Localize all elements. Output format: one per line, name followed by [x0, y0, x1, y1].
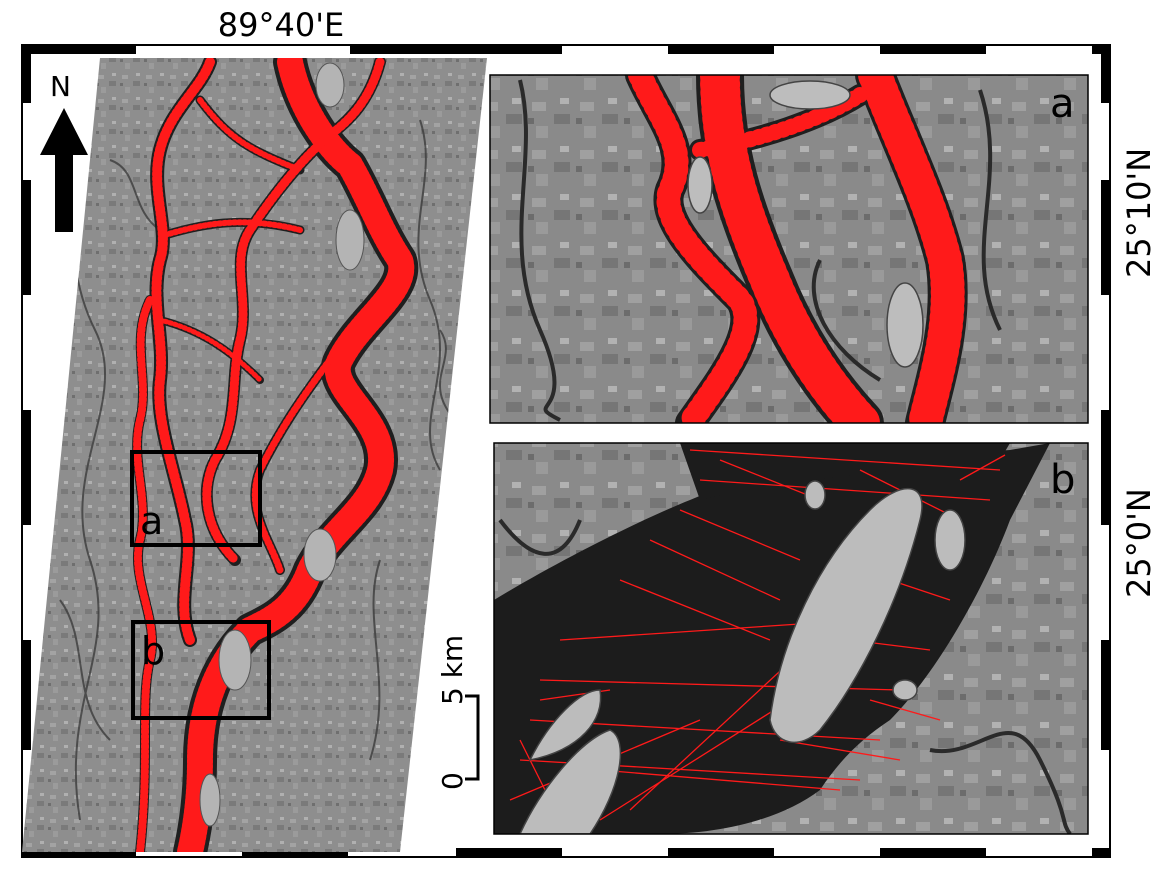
inset-box-a: a — [130, 450, 262, 547]
inset-box-b-label: b — [141, 629, 165, 673]
inset-panel-b-label: b — [1050, 457, 1075, 503]
frame-ticks-bottom — [22, 848, 1110, 857]
north-arrow-label: N — [50, 70, 71, 103]
frame-ticks-top — [22, 45, 1110, 54]
frame-ticks-right — [1101, 45, 1110, 750]
right-latitude-label-2: 25°0'N — [1120, 488, 1158, 598]
satellite-swath — [22, 58, 487, 852]
frame-ticks-left — [22, 45, 31, 750]
inset-box-b: b — [131, 620, 271, 720]
transects-inset-a — [628, 75, 965, 423]
inset-panel-b: b — [493, 442, 1089, 835]
scale-bar: 5 km 0 — [436, 635, 480, 790]
map-frame — [21, 44, 1111, 858]
top-longitude-label: 89°40'E — [218, 6, 344, 44]
north-arrow-icon — [40, 108, 88, 232]
transects-main — [133, 58, 415, 852]
scale-bar-distance-label: 5 km — [436, 635, 469, 705]
right-latitude-label-1: 25°10'N — [1120, 148, 1158, 278]
inset-panel-a-label: a — [1050, 81, 1075, 127]
inset-box-a-label: a — [140, 499, 163, 543]
north-arrow: N — [40, 70, 88, 232]
inset-panel-a: a — [489, 74, 1089, 424]
scale-bar-zero-label: 0 — [436, 772, 469, 790]
